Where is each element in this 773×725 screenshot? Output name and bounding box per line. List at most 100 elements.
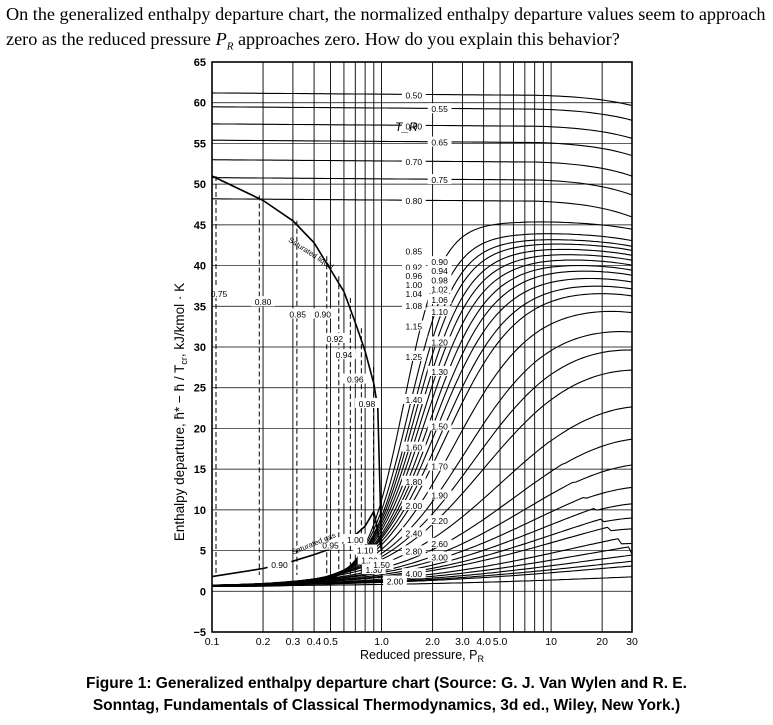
tr-label-bg bbox=[401, 269, 426, 280]
x-tick-label: 1.0 bbox=[374, 636, 389, 648]
x-tick-label: 0.4 bbox=[307, 636, 322, 648]
x-tick-label: 4.0 bbox=[476, 636, 491, 648]
y-tick-label: 0 bbox=[200, 586, 206, 598]
tr-label-bg bbox=[401, 195, 426, 206]
tr-label-bg bbox=[353, 544, 378, 555]
tr-label-bg bbox=[427, 306, 452, 317]
tr-label: 1.50 bbox=[431, 421, 448, 431]
tr-label-bg bbox=[401, 499, 426, 510]
tr-label: 0.96 bbox=[347, 375, 364, 385]
tr-label-bg bbox=[427, 136, 452, 147]
tr-label-bg bbox=[427, 489, 452, 500]
tr-label: 0.92 bbox=[406, 262, 423, 272]
y-tick-label: 45 bbox=[194, 220, 206, 232]
caption-line-1: Figure 1: Generalized enthalpy departure… bbox=[86, 675, 687, 692]
tr-label-bg bbox=[383, 575, 407, 586]
pr-symbol: PR bbox=[215, 29, 234, 53]
figure-caption: Figure 1: Generalized enthalpy departure… bbox=[0, 673, 773, 717]
question-part-2: approaches zero. How do you explain this… bbox=[233, 29, 620, 49]
y-tick-label: 40 bbox=[194, 261, 206, 273]
x-tick-label: 20 bbox=[596, 636, 608, 648]
tr-label-bg bbox=[401, 156, 426, 167]
x-tick-label: 0.2 bbox=[256, 636, 271, 648]
tr-label-bg bbox=[369, 559, 394, 570]
tr-label-bg bbox=[427, 294, 452, 305]
tr-label: 2.20 bbox=[431, 516, 448, 526]
tr-label-bg bbox=[401, 120, 426, 131]
tr-label-bg bbox=[401, 527, 426, 538]
y-tick-label: 50 bbox=[194, 179, 206, 191]
isotherm-1.10 bbox=[212, 293, 633, 587]
tr-label-bg bbox=[357, 554, 382, 565]
tr-label: 1.10 bbox=[431, 307, 448, 317]
tr-label-bg bbox=[427, 460, 452, 471]
tr-label: 1.20 bbox=[431, 337, 448, 347]
tr-family-label: T_R bbox=[395, 120, 418, 134]
tr-label-bg bbox=[427, 283, 452, 294]
tr-label-bg bbox=[355, 398, 379, 408]
plot-frame bbox=[211, 61, 633, 633]
tr-label: 1.80 bbox=[406, 477, 423, 487]
tr-label-bg bbox=[251, 296, 275, 307]
tr-label: 0.98 bbox=[359, 399, 376, 409]
isotherm-0.75 bbox=[211, 177, 633, 196]
y-axis-label: Enthalpy departure, h̄* − h̄ / Tcr, kJ/k… bbox=[172, 283, 189, 541]
tr-label-bg bbox=[401, 300, 426, 311]
tr-label-bg bbox=[401, 261, 426, 272]
tr-label: 1.02 bbox=[431, 284, 448, 294]
caption-line-2: Sonntag, Fundamentals of Classical Therm… bbox=[92, 697, 681, 714]
isotherm-0.65 bbox=[212, 139, 633, 157]
tr-label: 2.00 bbox=[406, 501, 423, 511]
tr-label-bg bbox=[427, 174, 452, 185]
tr-label-bg bbox=[427, 551, 452, 562]
tr-label-bg bbox=[427, 265, 452, 276]
tr-label: 3.00 bbox=[431, 552, 448, 562]
tr-label: 0.96 bbox=[406, 271, 423, 281]
tr-label: 0.94 bbox=[431, 266, 448, 276]
x-tick-label: 3.0 bbox=[455, 636, 470, 648]
tr-label-bg bbox=[322, 332, 347, 343]
tr-label-bg bbox=[285, 308, 310, 319]
tr-label-bg bbox=[310, 308, 335, 319]
enthalpy-departure-chart: 0.500.550.600.650.700.750.800.850.900.92… bbox=[172, 57, 638, 664]
tr-label: 0.75 bbox=[211, 289, 228, 299]
y-tick-label: 35 bbox=[194, 301, 206, 313]
x-tick-label: 30 bbox=[626, 636, 638, 648]
tr-label-bg bbox=[401, 350, 426, 361]
question-part-1: On the generalized enthalpy departure ch… bbox=[6, 4, 766, 49]
tr-label: 0.50 bbox=[406, 90, 423, 100]
tr-label: 1.25 bbox=[406, 352, 423, 362]
tr-label: 1.15 bbox=[406, 322, 423, 332]
tr-label: 4.00 bbox=[406, 569, 423, 579]
tr-label-bg bbox=[401, 278, 426, 289]
tr-label-bg bbox=[267, 559, 292, 570]
tr-label: 2.60 bbox=[431, 539, 448, 549]
tr-label: 0.90 bbox=[314, 309, 331, 319]
isotherm-1.40 bbox=[211, 406, 633, 586]
tr-label-bg bbox=[401, 441, 426, 452]
y-tick-label: 55 bbox=[194, 138, 206, 150]
tr-label: 1.70 bbox=[431, 462, 448, 472]
tr-label: 0.98 bbox=[431, 275, 448, 285]
x-tick-label: 5.0 bbox=[493, 636, 508, 648]
tr-label: 1.08 bbox=[406, 301, 423, 311]
tr-label: 0.70 bbox=[406, 157, 423, 167]
tr-label: 0.85 bbox=[289, 309, 306, 319]
tr-label-bg bbox=[427, 336, 452, 347]
tr-label: 1.10 bbox=[357, 546, 374, 556]
tr-label: 1.00 bbox=[347, 535, 364, 545]
tr-label: 1.00 bbox=[406, 280, 423, 290]
question-text: On the generalized enthalpy departure ch… bbox=[6, 2, 771, 60]
y-tick-label: 65 bbox=[194, 57, 206, 69]
x-tick-label: 0.5 bbox=[323, 636, 338, 648]
y-tick-label: 10 bbox=[194, 505, 206, 517]
tr-label: 1.60 bbox=[406, 443, 423, 453]
tr-label-bg bbox=[401, 475, 426, 486]
y-tick-label: −5 bbox=[193, 627, 206, 639]
y-tick-label: 60 bbox=[194, 98, 206, 110]
tr-label: 1.30 bbox=[366, 565, 383, 575]
tr-label-bg bbox=[401, 393, 426, 404]
tr-label: 0.75 bbox=[431, 175, 448, 185]
tr-label: 1.30 bbox=[431, 367, 448, 377]
isotherm-4.00 bbox=[212, 576, 633, 587]
